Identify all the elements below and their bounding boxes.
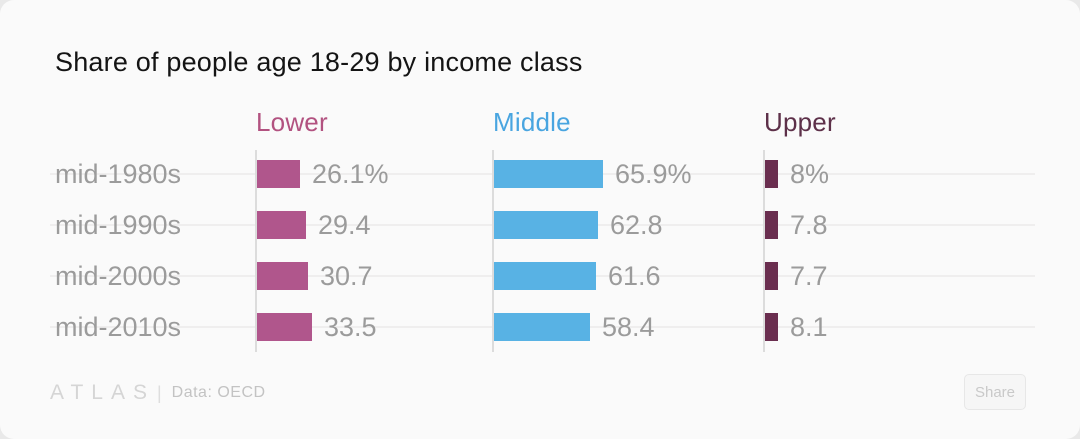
axis-line-middle (492, 150, 494, 352)
series-header-middle: Middle (493, 107, 571, 137)
bar-row-middle-1980s: 65.9% (494, 158, 692, 189)
bar-value-label: 62.8 (610, 209, 663, 240)
bar-value-label: 29.4 (318, 209, 371, 240)
bar-row-lower-2000s: 30.7 (257, 260, 373, 291)
footer: ATLAS | Data: OECD (50, 380, 266, 406)
bar-middle-2000s (494, 262, 596, 290)
footer-divider: | (156, 382, 162, 403)
data-source-label: Data: (171, 384, 213, 401)
bar-lower-1980s (257, 160, 300, 188)
bar-middle-2010s (494, 313, 590, 341)
bar-value-label: 8.1 (790, 311, 828, 342)
series-header-lower: Lower (256, 107, 328, 137)
data-source: Data: OECD (172, 384, 266, 402)
bar-upper-1990s (765, 211, 778, 239)
data-source-value: OECD (217, 384, 266, 401)
atlas-logo: ATLAS (50, 381, 155, 404)
row-label-mid-2000s: mid-2000s (55, 261, 182, 291)
bar-value-label: 7.7 (790, 260, 828, 291)
bar-value-label: 7.8 (790, 209, 828, 240)
bar-row-lower-1990s: 29.4 (257, 209, 371, 240)
bar-middle-1990s (494, 211, 598, 239)
share-button[interactable]: Share (964, 374, 1026, 410)
bar-row-middle-2010s: 58.4 (494, 311, 655, 342)
bar-value-label: 61.6 (608, 260, 661, 291)
row-label-mid-1980s: mid-1980s (55, 159, 182, 189)
axis-line-lower (255, 150, 257, 352)
bar-value-label: 58.4 (602, 311, 655, 342)
bar-row-lower-2010s: 33.5 (257, 311, 377, 342)
bar-value-label: 65.9% (615, 158, 692, 189)
bar-upper-2000s (765, 262, 778, 290)
bar-lower-1990s (257, 211, 306, 239)
bar-upper-2010s (765, 313, 778, 341)
axis-line-upper (763, 150, 765, 352)
bar-lower-2010s (257, 313, 312, 341)
row-label-mid-2010s: mid-2010s (55, 312, 182, 342)
bar-row-upper-2000s: 7.7 (765, 260, 828, 291)
bar-row-middle-2000s: 61.6 (494, 260, 661, 291)
bar-value-label: 26.1% (312, 158, 389, 189)
bar-row-lower-1980s: 26.1% (257, 158, 389, 189)
bar-lower-2000s (257, 262, 308, 290)
bar-middle-1980s (494, 160, 603, 188)
bar-row-upper-1990s: 7.8 (765, 209, 828, 240)
bar-value-label: 8% (790, 158, 830, 189)
bar-row-upper-1980s: 8% (765, 158, 830, 189)
series-header-upper: Upper (764, 107, 836, 137)
bar-value-label: 30.7 (320, 260, 373, 291)
bar-value-label: 33.5 (324, 311, 377, 342)
bar-row-upper-2010s: 8.1 (765, 311, 828, 342)
bar-upper-1980s (765, 160, 778, 188)
chart-title: Share of people age 18-29 by income clas… (55, 47, 583, 77)
row-label-mid-1990s: mid-1990s (55, 210, 182, 240)
bar-row-middle-1990s: 62.8 (494, 209, 663, 240)
